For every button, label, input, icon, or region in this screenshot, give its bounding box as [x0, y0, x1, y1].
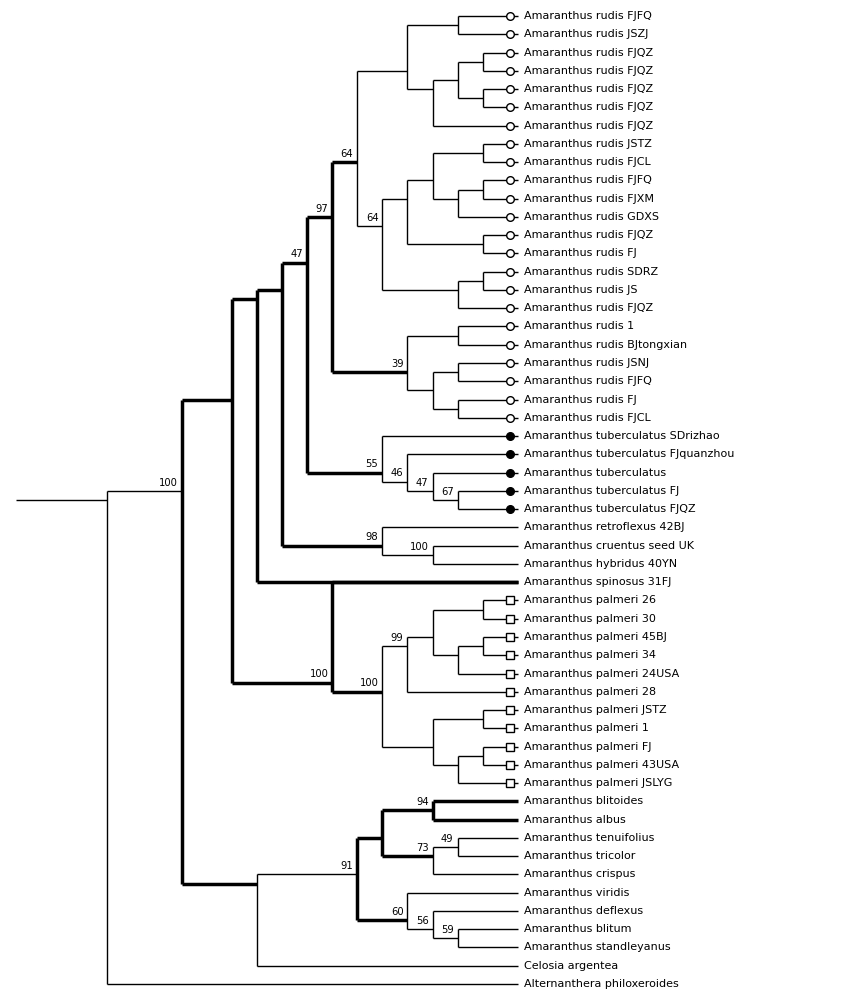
Text: Amaranthus palmeri 28: Amaranthus palmeri 28	[523, 687, 655, 697]
Text: Amaranthus palmeri JSTZ: Amaranthus palmeri JSTZ	[523, 705, 666, 715]
Text: Amaranthus tuberculatus FJquanzhou: Amaranthus tuberculatus FJquanzhou	[523, 449, 733, 459]
Text: Amaranthus rudis FJFQ: Amaranthus rudis FJFQ	[523, 175, 651, 185]
Text: 99: 99	[390, 633, 403, 643]
Text: Amaranthus rudis FJXM: Amaranthus rudis FJXM	[523, 194, 653, 204]
Text: Amaranthus viridis: Amaranthus viridis	[523, 888, 629, 898]
Text: Amaranthus tenuifolius: Amaranthus tenuifolius	[523, 833, 653, 843]
Text: Amaranthus rudis FJCL: Amaranthus rudis FJCL	[523, 413, 650, 423]
Text: 59: 59	[441, 925, 453, 935]
Text: Alternanthera philoxeroides: Alternanthera philoxeroides	[523, 979, 678, 989]
Text: Amaranthus rudis BJtongxian: Amaranthus rudis BJtongxian	[523, 340, 686, 350]
Text: Amaranthus tuberculatus: Amaranthus tuberculatus	[523, 468, 665, 478]
Text: Amaranthus rudis FJCL: Amaranthus rudis FJCL	[523, 157, 650, 167]
Text: Amaranthus rudis JSNJ: Amaranthus rudis JSNJ	[523, 358, 648, 368]
Text: Amaranthus hybridus 40YN: Amaranthus hybridus 40YN	[523, 559, 676, 569]
Text: Amaranthus palmeri 45BJ: Amaranthus palmeri 45BJ	[523, 632, 666, 642]
Text: Amaranthus palmeri 1: Amaranthus palmeri 1	[523, 723, 648, 733]
Text: 100: 100	[309, 669, 327, 679]
Text: 64: 64	[365, 213, 378, 223]
Text: Amaranthus rudis SDRZ: Amaranthus rudis SDRZ	[523, 267, 657, 277]
Text: 91: 91	[340, 861, 353, 871]
Text: Amaranthus palmeri 26: Amaranthus palmeri 26	[523, 595, 655, 605]
Text: Amaranthus cruentus seed UK: Amaranthus cruentus seed UK	[523, 541, 693, 551]
Text: Amaranthus rudis JS: Amaranthus rudis JS	[523, 285, 636, 295]
Text: 97: 97	[315, 204, 327, 214]
Text: Amaranthus retroflexus 42BJ: Amaranthus retroflexus 42BJ	[523, 522, 684, 532]
Text: 98: 98	[365, 532, 378, 542]
Text: Amaranthus tricolor: Amaranthus tricolor	[523, 851, 635, 861]
Text: Amaranthus rudis FJQZ: Amaranthus rudis FJQZ	[523, 48, 652, 58]
Text: 60: 60	[391, 907, 403, 917]
Text: Amaranthus crispus: Amaranthus crispus	[523, 869, 635, 879]
Text: Amaranthus spinosus 31FJ: Amaranthus spinosus 31FJ	[523, 577, 670, 587]
Text: 55: 55	[365, 459, 378, 469]
Text: 39: 39	[391, 359, 403, 369]
Text: 47: 47	[415, 478, 428, 488]
Text: 56: 56	[415, 916, 428, 926]
Text: Celosia argentea: Celosia argentea	[523, 961, 617, 971]
Text: Amaranthus rudis FJQZ: Amaranthus rudis FJQZ	[523, 230, 652, 240]
Text: Amaranthus blitum: Amaranthus blitum	[523, 924, 630, 934]
Text: 67: 67	[441, 487, 453, 497]
Text: Amaranthus rudis FJQZ: Amaranthus rudis FJQZ	[523, 66, 652, 76]
Text: Amaranthus tuberculatus FJQZ: Amaranthus tuberculatus FJQZ	[523, 504, 695, 514]
Text: Amaranthus palmeri 30: Amaranthus palmeri 30	[523, 614, 655, 624]
Text: Amaranthus standleyanus: Amaranthus standleyanus	[523, 942, 669, 952]
Text: Amaranthus rudis FJFQ: Amaranthus rudis FJFQ	[523, 376, 651, 386]
Text: Amaranthus rudis FJ: Amaranthus rudis FJ	[523, 395, 636, 405]
Text: Amaranthus rudis FJQZ: Amaranthus rudis FJQZ	[523, 84, 652, 94]
Text: 49: 49	[441, 834, 453, 844]
Text: 64: 64	[340, 149, 353, 159]
Text: 94: 94	[415, 797, 428, 807]
Text: Amaranthus rudis JSTZ: Amaranthus rudis JSTZ	[523, 139, 651, 149]
Text: Amaranthus palmeri JSLYG: Amaranthus palmeri JSLYG	[523, 778, 671, 788]
Text: Amaranthus rudis FJFQ: Amaranthus rudis FJFQ	[523, 11, 651, 21]
Text: Amaranthus albus: Amaranthus albus	[523, 815, 625, 825]
Text: Amaranthus rudis 1: Amaranthus rudis 1	[523, 321, 633, 331]
Text: Amaranthus blitoides: Amaranthus blitoides	[523, 796, 642, 806]
Text: Amaranthus rudis FJ: Amaranthus rudis FJ	[523, 248, 636, 258]
Text: Amaranthus rudis GDXS: Amaranthus rudis GDXS	[523, 212, 658, 222]
Text: Amaranthus rudis FJQZ: Amaranthus rudis FJQZ	[523, 303, 652, 313]
Text: Amaranthus palmeri 43USA: Amaranthus palmeri 43USA	[523, 760, 678, 770]
Text: Amaranthus rudis FJQZ: Amaranthus rudis FJQZ	[523, 102, 652, 112]
Text: 100: 100	[159, 478, 177, 488]
Text: 73: 73	[415, 843, 428, 853]
Text: Amaranthus tuberculatus SDrizhao: Amaranthus tuberculatus SDrizhao	[523, 431, 718, 441]
Text: 100: 100	[359, 678, 378, 688]
Text: Amaranthus deflexus: Amaranthus deflexus	[523, 906, 642, 916]
Text: Amaranthus tuberculatus FJ: Amaranthus tuberculatus FJ	[523, 486, 679, 496]
Text: Amaranthus palmeri FJ: Amaranthus palmeri FJ	[523, 742, 651, 752]
Text: Amaranthus palmeri 24USA: Amaranthus palmeri 24USA	[523, 669, 679, 679]
Text: 47: 47	[290, 249, 303, 259]
Text: 46: 46	[391, 468, 403, 478]
Text: Amaranthus rudis JSZJ: Amaranthus rudis JSZJ	[523, 29, 647, 39]
Text: Amaranthus palmeri 34: Amaranthus palmeri 34	[523, 650, 655, 660]
Text: 100: 100	[409, 542, 428, 552]
Text: Amaranthus rudis FJQZ: Amaranthus rudis FJQZ	[523, 121, 652, 131]
